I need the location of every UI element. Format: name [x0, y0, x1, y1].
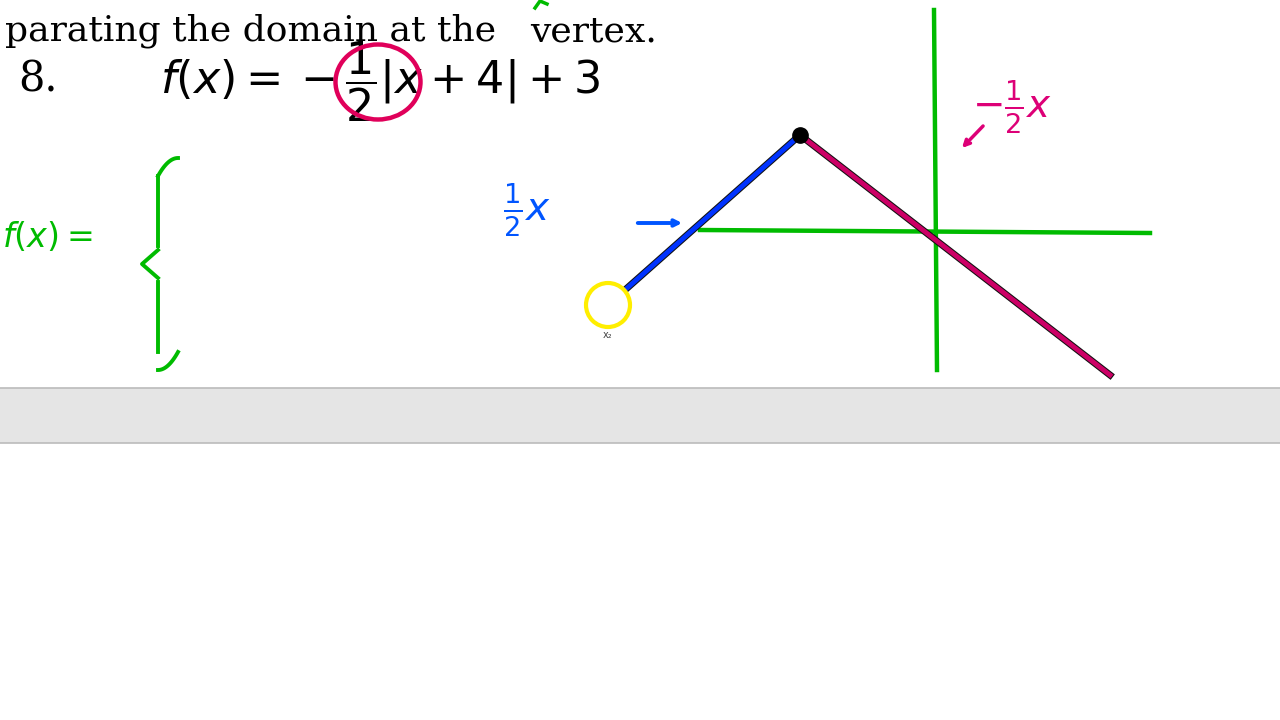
- Text: $\frac{1}{2}x$: $\frac{1}{2}x$: [503, 181, 550, 239]
- Text: 8.: 8.: [18, 59, 58, 101]
- Bar: [0, 388, 1280, 443]
- Text: parating the domain at the: parating the domain at the: [5, 14, 497, 48]
- Circle shape: [586, 283, 630, 327]
- Text: x₂: x₂: [603, 330, 613, 340]
- Text: $f(x) = -\dfrac{1}{2}|x + 4| + 3$: $f(x) = -\dfrac{1}{2}|x + 4| + 3$: [160, 40, 600, 125]
- Text: $-\frac{1}{2}x$: $-\frac{1}{2}x$: [972, 78, 1052, 136]
- Text: $f(x)=$: $f(x)=$: [3, 220, 92, 254]
- Text: vertex.: vertex.: [530, 14, 657, 48]
